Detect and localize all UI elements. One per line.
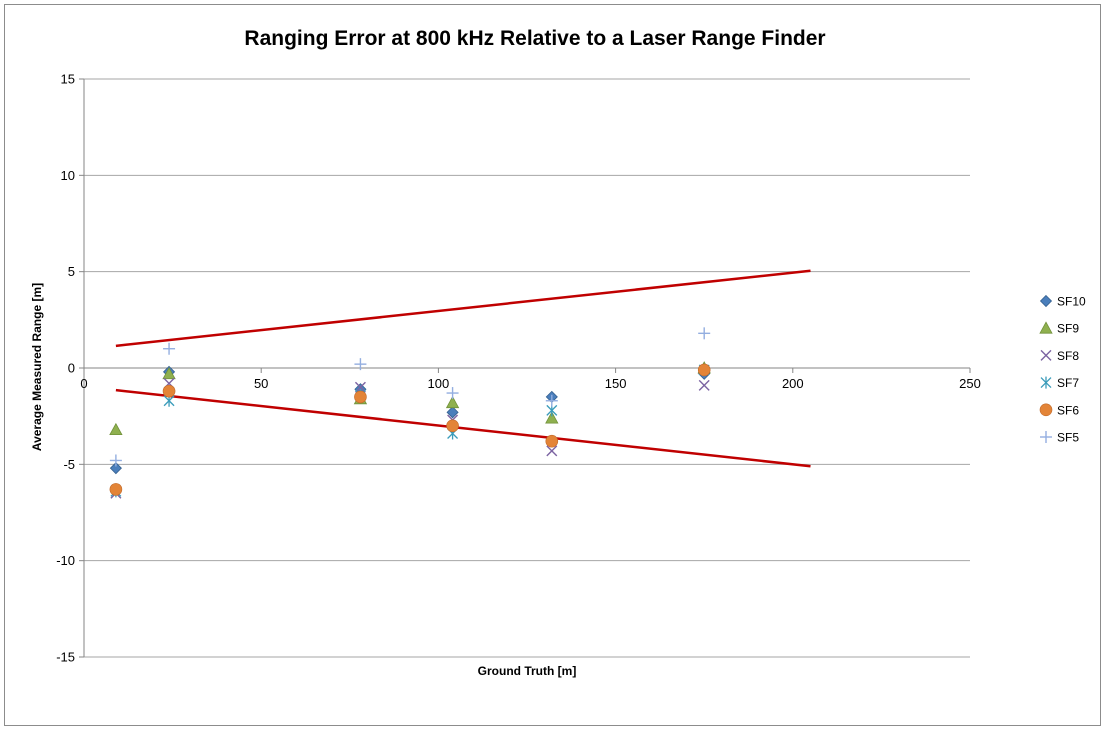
grid-lines bbox=[84, 78, 970, 658]
data-point-sf8 bbox=[698, 379, 710, 391]
data-point-sf5 bbox=[545, 394, 558, 407]
legend-label-sf7: SF7 bbox=[1057, 376, 1079, 390]
legend-label-sf10: SF10 bbox=[1057, 295, 1086, 309]
data-point-sf5 bbox=[446, 387, 459, 400]
legend-marker-sf8 bbox=[1040, 349, 1052, 361]
data-point-sf10 bbox=[446, 406, 459, 419]
data-point-sf5 bbox=[354, 358, 367, 371]
x-tick-label: 50 bbox=[254, 376, 268, 391]
chart-title: Ranging Error at 800 kHz Relative to a L… bbox=[244, 27, 825, 50]
legend-label-sf6: SF6 bbox=[1057, 403, 1079, 417]
data-point-sf9 bbox=[545, 411, 559, 424]
data-point-sf9 bbox=[445, 395, 460, 409]
data-point-sf6 bbox=[354, 390, 367, 404]
data-point-sf8 bbox=[354, 381, 366, 393]
y-tick-label: 0 bbox=[68, 361, 75, 376]
y-tick-label: 15 bbox=[61, 72, 75, 87]
legend-marker-sf10 bbox=[1039, 294, 1053, 308]
legend-label-sf8: SF8 bbox=[1057, 349, 1079, 363]
legend-marker-sf7 bbox=[1040, 376, 1052, 389]
data-point-sf5 bbox=[109, 454, 122, 467]
reference-line bbox=[115, 388, 811, 468]
data-point-sf9 bbox=[109, 422, 123, 436]
data-point-sf6 bbox=[697, 363, 711, 377]
data-point-sf5 bbox=[163, 342, 176, 355]
x-tick-label: 250 bbox=[959, 376, 981, 391]
data-point-sf9 bbox=[162, 366, 176, 380]
chart-frame: Ranging Error at 800 kHz Relative to a L… bbox=[4, 4, 1101, 726]
data-point-sf5 bbox=[698, 327, 711, 340]
data-point-sf6 bbox=[109, 483, 123, 496]
y-tick-label: 10 bbox=[61, 168, 75, 183]
legend-marker-sf6 bbox=[1039, 403, 1053, 417]
scatter-chart: Ranging Error at 800 kHz Relative to a L… bbox=[30, 27, 1086, 678]
reference-lines bbox=[115, 269, 811, 468]
x-axis-title: Ground Truth [m] bbox=[478, 664, 577, 678]
legend-label-sf5: SF5 bbox=[1057, 431, 1079, 445]
legend-label-sf9: SF9 bbox=[1057, 322, 1079, 336]
data-point-sf8 bbox=[546, 445, 558, 457]
y-axis-title: Average Measured Range [m] bbox=[30, 283, 44, 451]
y-tick-label: 5 bbox=[68, 264, 75, 279]
data-point-sf10 bbox=[109, 462, 122, 475]
data-point-sf6 bbox=[446, 419, 459, 433]
x-tick-label: 0 bbox=[80, 376, 87, 391]
data-point-sf6 bbox=[162, 384, 176, 398]
data-points bbox=[109, 327, 711, 499]
legend-marker-sf5 bbox=[1040, 431, 1052, 443]
y-tick-label: -5 bbox=[63, 457, 75, 472]
x-tick-label: 200 bbox=[782, 376, 804, 391]
x-tick-label: 150 bbox=[605, 376, 627, 391]
x-tick-label: 100 bbox=[428, 376, 450, 391]
legend: SF10 SF9 SF8 SF7 SF6 SF5 bbox=[1039, 294, 1086, 445]
legend-marker-sf9 bbox=[1039, 321, 1053, 334]
reference-line bbox=[115, 269, 811, 348]
y-tick-label: -10 bbox=[56, 553, 75, 568]
data-point-sf6 bbox=[545, 434, 559, 448]
y-tick-label: -15 bbox=[56, 650, 75, 665]
